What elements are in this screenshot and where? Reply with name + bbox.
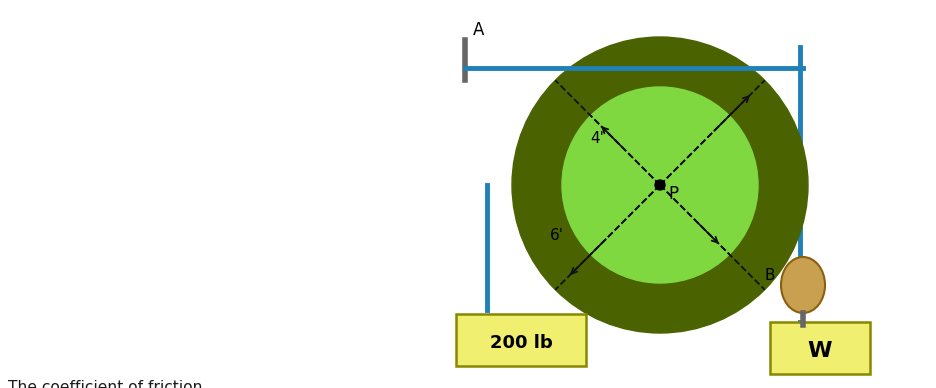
Text: A: A	[473, 21, 484, 39]
Text: 200 lb: 200 lb	[490, 334, 552, 352]
Circle shape	[562, 87, 757, 283]
Text: W: W	[807, 341, 831, 361]
FancyBboxPatch shape	[456, 314, 585, 366]
Ellipse shape	[781, 257, 824, 313]
Text: The coefficient of friction
between the inner pulley and
the belt is 1/π. Find t: The coefficient of friction between the …	[8, 380, 242, 388]
Text: P: P	[667, 185, 678, 203]
Text: 6': 6'	[549, 228, 563, 243]
Circle shape	[511, 37, 807, 333]
Text: B: B	[764, 268, 775, 283]
Circle shape	[654, 180, 665, 190]
Text: 4': 4'	[590, 131, 603, 146]
FancyBboxPatch shape	[769, 322, 869, 374]
